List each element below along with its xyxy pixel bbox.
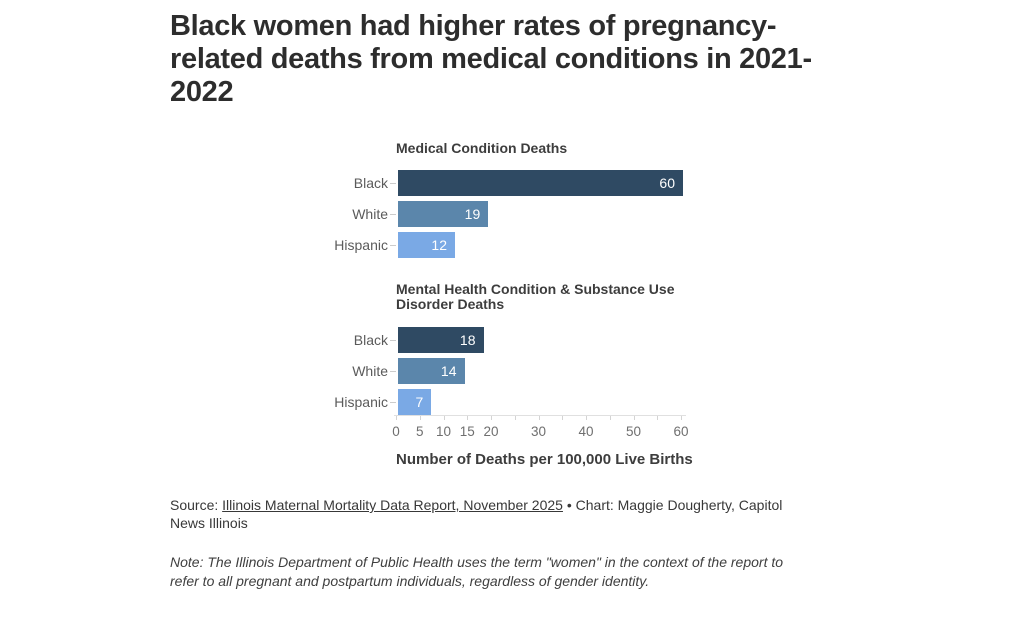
- category-label: White: [352, 206, 388, 222]
- bar-row: Black 60: [298, 170, 684, 196]
- bar-black[interactable]: 18: [398, 327, 484, 353]
- category-label: Hispanic: [334, 394, 388, 410]
- bar-white[interactable]: 14: [398, 358, 465, 384]
- x-axis-ticks: 0 5 10 15 20 30 40 50 60: [392, 415, 689, 445]
- bar-white[interactable]: 19: [398, 201, 489, 227]
- bar-track: 7: [398, 389, 684, 415]
- axis-tick-mark: [491, 416, 492, 420]
- bar-hispanic[interactable]: 12: [398, 232, 455, 258]
- category-tick-dash: [390, 339, 396, 341]
- page-title: Black women had higher rates of pregnanc…: [170, 10, 812, 108]
- bar-row: Hispanic 7: [298, 389, 682, 415]
- source-prefix: Source:: [170, 497, 223, 513]
- footnote: Note: The Illinois Department of Public …: [170, 554, 784, 589]
- source-line: Source: Illinois Maternal Mortality Data…: [170, 496, 805, 532]
- axis-tick-label: 5: [415, 424, 424, 439]
- source-link[interactable]: Illinois Maternal Mortality Data Report,…: [222, 497, 563, 513]
- axis-tick-label: 40: [578, 424, 594, 439]
- bar-value-label: 14: [440, 363, 457, 379]
- x-axis-line: [394, 415, 686, 416]
- bar-track: 12: [398, 232, 684, 258]
- axis-tick-mark: [609, 416, 611, 420]
- axis-tick-mark: [562, 416, 564, 420]
- category-tick-dash: [390, 182, 396, 184]
- bar-track: 60: [398, 170, 684, 196]
- axis-tick-label: 10: [435, 424, 452, 439]
- category-tick-dash: [390, 370, 396, 372]
- bar-row: Black 18: [298, 327, 682, 353]
- axis-tick-mark: [443, 416, 445, 420]
- axis-tick-mark: [514, 416, 516, 420]
- chart-1-title: Medical Condition Deaths: [396, 140, 568, 156]
- source-credit: • Chart: Maggie Dougherty, Capitol News …: [170, 497, 783, 531]
- axis-tick-label: 50: [625, 424, 642, 439]
- category-label: Black: [353, 332, 388, 348]
- axis-tick-mark: [538, 416, 540, 420]
- category-label: Black: [353, 175, 388, 191]
- bar-value-label: 7: [415, 394, 424, 410]
- axis-tick-label: 30: [530, 424, 547, 439]
- axis-tick-mark: [681, 416, 682, 420]
- bar-value-label: 19: [464, 206, 481, 222]
- chart-1-bars: Black 60 White 19 Hispanic 12: [298, 170, 684, 263]
- category-tick-dash: [390, 401, 396, 403]
- chart-2-bars: Black 18 White 14 Hispanic 7: [298, 327, 682, 420]
- axis-tick-mark: [633, 416, 635, 420]
- x-axis-title: Number of Deaths per 100,000 Live Births: [396, 451, 693, 468]
- bar-value-label: 12: [431, 237, 447, 253]
- bar-hispanic[interactable]: 7: [398, 389, 432, 415]
- bar-value-label: 18: [459, 332, 476, 348]
- bar-row: Hispanic 12: [298, 232, 682, 258]
- axis-tick-label: 15: [459, 424, 475, 439]
- chart-2-title: Mental Health Condition & Substance Use …: [396, 281, 675, 312]
- axis-tick-mark: [467, 416, 469, 420]
- bar-track: 14: [398, 358, 684, 384]
- axis-tick-label: 20: [483, 424, 499, 439]
- bar-row: White 19: [298, 201, 682, 227]
- axis-tick-label: 0: [392, 424, 400, 439]
- category-label: Hispanic: [334, 237, 388, 253]
- category-tick-dash: [390, 213, 396, 215]
- bar-row: White 14: [298, 358, 682, 384]
- axis-tick-mark: [396, 416, 397, 420]
- bar-black[interactable]: 60: [398, 170, 683, 196]
- axis-tick-mark: [586, 416, 587, 420]
- bar-track: 19: [398, 201, 684, 227]
- bar-value-label: 60: [659, 175, 675, 191]
- axis-tick-mark: [657, 416, 659, 420]
- category-tick-dash: [390, 244, 396, 246]
- bar-track: 18: [398, 327, 684, 353]
- category-label: White: [352, 363, 388, 379]
- axis-tick-label: 60: [673, 424, 689, 439]
- axis-tick-mark: [419, 416, 421, 420]
